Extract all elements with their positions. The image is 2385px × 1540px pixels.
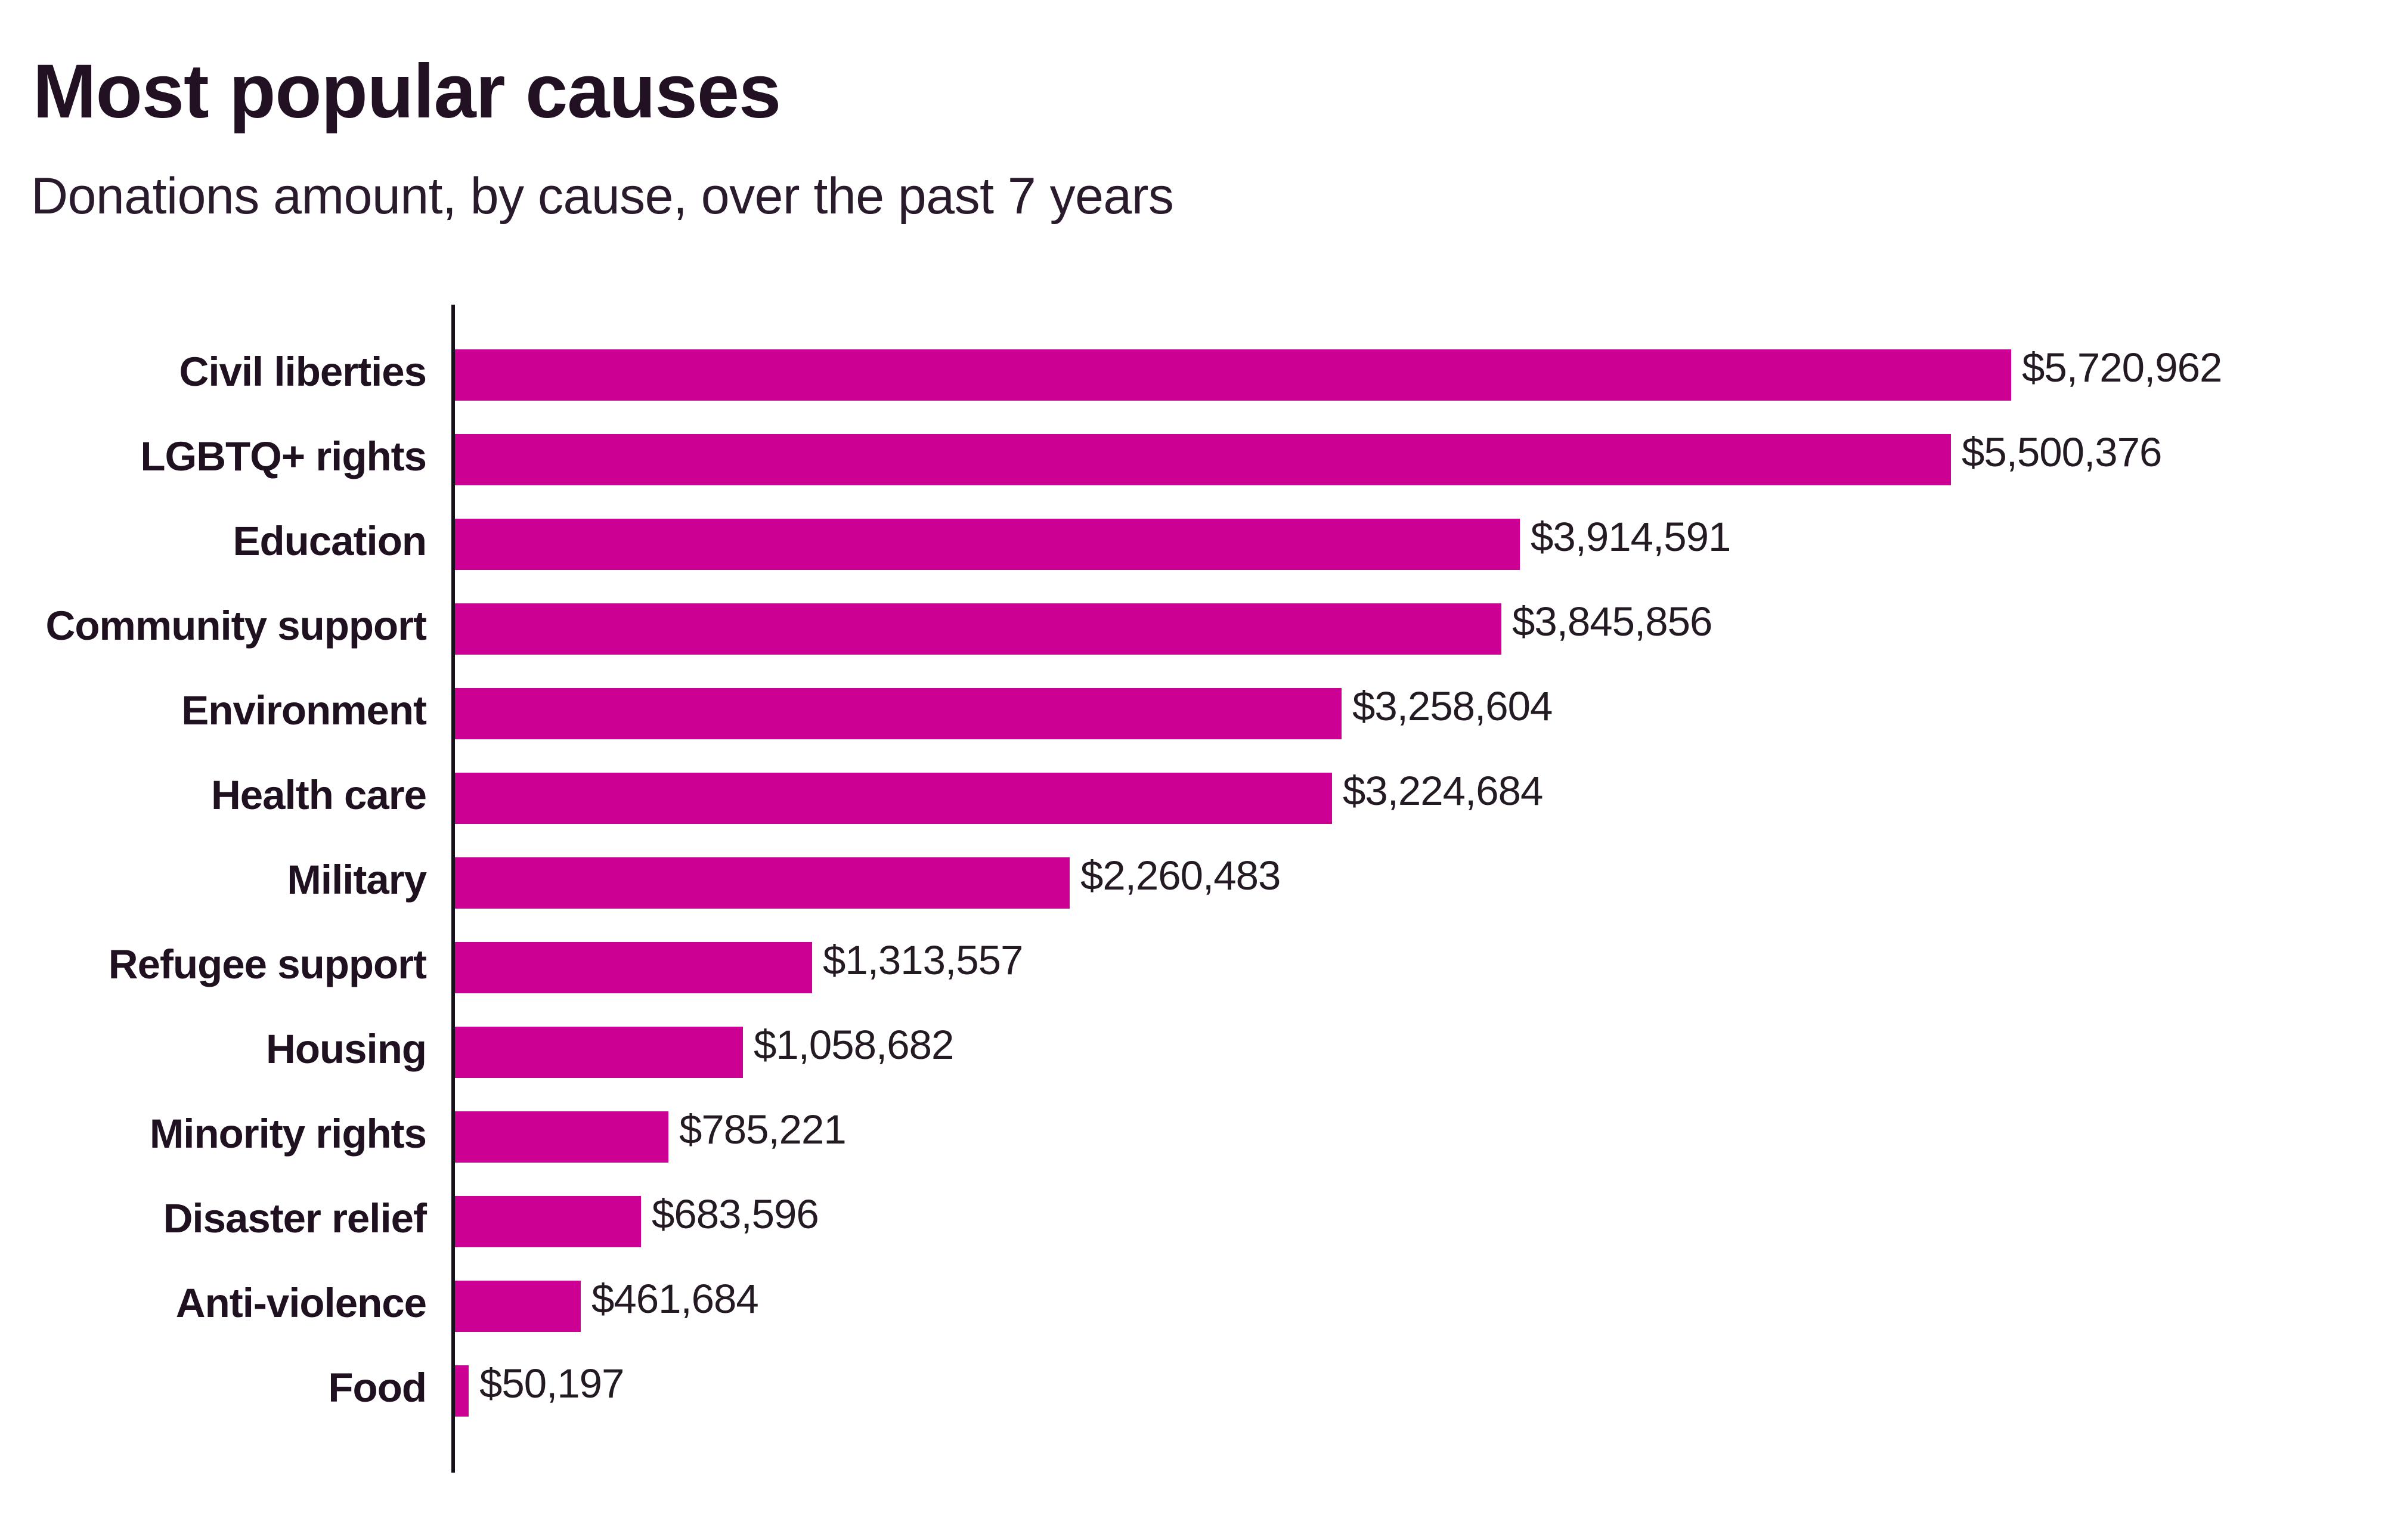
- value-label-environment: $3,258,604: [1352, 683, 1553, 729]
- category-label-refugee-support: Refugee support: [108, 941, 427, 987]
- value-label-military: $2,260,483: [1080, 853, 1281, 898]
- category-label-food: Food: [328, 1365, 427, 1411]
- bar-row-environment: Environment $3,258,604: [0, 683, 2385, 739]
- bar-row-refugee-support: Refugee support $1,313,557: [0, 937, 2385, 993]
- category-label-military: Military: [287, 857, 427, 903]
- category-label-civil-liberties: Civil liberties: [179, 349, 428, 395]
- bar-housing: [455, 1027, 743, 1078]
- category-label-health-care: Health care: [210, 772, 427, 818]
- value-label-health-care: $3,224,684: [1343, 768, 1543, 814]
- bar-minority-rights: [455, 1111, 668, 1163]
- category-label-environment: Environment: [181, 687, 427, 733]
- bar-row-civil-liberties: Civil liberties $5,720,962: [0, 345, 2385, 401]
- chart-title: Most popular causes: [33, 49, 781, 134]
- bar-environment: [455, 688, 1342, 739]
- value-label-lgbtq-rights: $5,500,376: [1962, 429, 2162, 475]
- value-label-housing: $1,058,682: [754, 1022, 954, 1068]
- category-label-minority-rights: Minority rights: [149, 1111, 427, 1157]
- bar-row-minority-rights: Minority rights $785,221: [0, 1107, 2385, 1163]
- bar-education: [455, 519, 1520, 570]
- category-label-lgbtq-rights: LGBTQ+ rights: [140, 433, 427, 479]
- bar-disaster-relief: [455, 1196, 641, 1247]
- bar-anti-violence: [455, 1281, 581, 1332]
- bar-row-disaster-relief: Disaster relief $683,596: [0, 1191, 2385, 1247]
- chart-subtitle: Donations amount, by cause, over the pas…: [31, 168, 1174, 225]
- category-label-disaster-relief: Disaster relief: [163, 1195, 427, 1241]
- category-label-housing: Housing: [266, 1026, 427, 1072]
- value-label-anti-violence: $461,684: [591, 1276, 759, 1322]
- bar-military: [455, 857, 1070, 909]
- bar-row-food: Food $50,197: [0, 1361, 2385, 1417]
- value-label-community-support: $3,845,856: [1512, 599, 1712, 644]
- bar-food: [455, 1365, 469, 1417]
- bar-row-health-care: Health care $3,224,684: [0, 768, 2385, 824]
- bar-refugee-support: [455, 942, 812, 993]
- category-label-education: Education: [233, 518, 427, 564]
- category-label-community-support: Community support: [45, 603, 427, 649]
- category-label-anti-violence: Anti-violence: [175, 1280, 427, 1326]
- bar-row-military: Military $2,260,483: [0, 853, 2385, 909]
- value-label-food: $50,197: [479, 1361, 624, 1406]
- bar-lgbtq-rights: [455, 434, 1951, 485]
- bar-health-care: [455, 773, 1332, 824]
- y-axis-line: [451, 305, 455, 1473]
- value-label-refugee-support: $1,313,557: [823, 937, 1023, 983]
- bar-row-housing: Housing $1,058,682: [0, 1022, 2385, 1078]
- value-label-civil-liberties: $5,720,962: [2022, 345, 2222, 391]
- bar-civil-liberties: [455, 349, 2011, 401]
- bar-community-support: [455, 603, 1501, 655]
- bar-row-education: Education $3,914,591: [0, 514, 2385, 570]
- bar-row-lgbtq-rights: LGBTQ+ rights $5,500,376: [0, 429, 2385, 485]
- bar-row-anti-violence: Anti-violence $461,684: [0, 1276, 2385, 1332]
- value-label-education: $3,914,591: [1531, 514, 1731, 560]
- value-label-minority-rights: $785,221: [679, 1107, 847, 1152]
- bar-row-community-support: Community support $3,845,856: [0, 599, 2385, 655]
- value-label-disaster-relief: $683,596: [652, 1191, 819, 1237]
